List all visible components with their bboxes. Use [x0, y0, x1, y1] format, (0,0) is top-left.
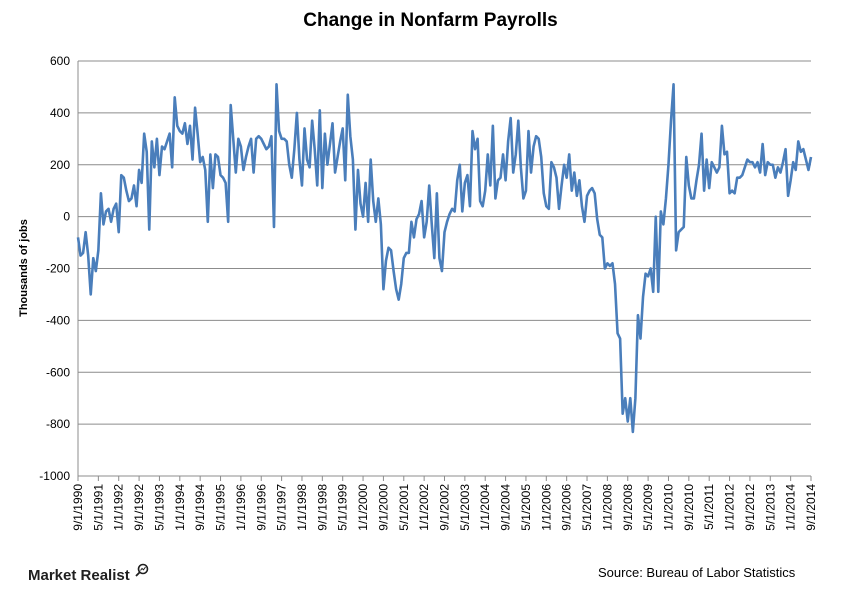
x-tick-label: 1/1/2010 — [661, 484, 675, 531]
x-tick-label: 1/1/2002 — [417, 484, 431, 531]
x-tick-label: 9/1/2014 — [804, 484, 818, 531]
x-tick-label: 9/1/1990 — [71, 484, 85, 531]
x-tick-label: 5/1/1997 — [275, 484, 289, 531]
y-tick-label: -400 — [46, 313, 70, 327]
x-tick-label: 5/1/2001 — [397, 484, 411, 531]
x-tick-label: 9/1/2004 — [499, 484, 513, 531]
y-tick-label: -800 — [46, 417, 70, 431]
x-tick-label: 5/1/2013 — [763, 484, 777, 531]
x-tick-label: 9/1/1992 — [132, 484, 146, 531]
y-tick-label: 200 — [50, 158, 70, 172]
chart-title: Change in Nonfarm Payrolls — [303, 10, 558, 31]
y-axis-title: Thousands of jobs — [18, 219, 30, 317]
x-tick-label: 9/1/1996 — [254, 484, 268, 531]
y-tick-label: -1000 — [39, 469, 70, 483]
grid-layer — [78, 60, 811, 477]
magnifier-chart-icon — [135, 563, 149, 577]
x-tick-label: 5/1/2003 — [458, 484, 472, 531]
series-layer — [76, 83, 813, 434]
x-tick-label: 9/1/2010 — [682, 484, 696, 531]
label-layer: Thousands of jobs — [18, 219, 30, 317]
x-tick-label: 5/1/2007 — [580, 484, 594, 531]
brand-logo: Market Realist — [28, 563, 151, 584]
x-tick-label: 5/1/1993 — [152, 484, 166, 531]
x-tick-label: 1/1/2012 — [723, 484, 737, 531]
x-tick-label: 1/1/1998 — [295, 484, 309, 531]
x-tick-label: 9/1/2000 — [376, 484, 390, 531]
x-tick-label: 1/1/2008 — [600, 484, 614, 531]
x-tick-label: 1/1/2000 — [356, 484, 370, 531]
x-tick-label: 5/1/2009 — [641, 484, 655, 531]
x-tick-label: 9/1/1998 — [315, 484, 329, 531]
x-tick-label: 5/1/2005 — [519, 484, 533, 531]
y-tick-label: 0 — [63, 210, 70, 224]
x-tick-label: 9/1/2008 — [621, 484, 635, 531]
x-tick-label: 1/1/1994 — [173, 484, 187, 531]
source-note: Source: Bureau of Labor Statistics — [598, 565, 796, 580]
y-tick-label: -600 — [46, 365, 70, 379]
x-tick-label: 5/1/2011 — [702, 484, 716, 530]
x-tick-label: 1/1/2004 — [478, 484, 492, 531]
x-tick-label: 1/1/2014 — [784, 484, 798, 531]
x-tick-label: 9/1/2002 — [438, 484, 452, 531]
x-tick-label: 9/1/2012 — [743, 484, 757, 531]
x-tick-label: 9/1/2006 — [560, 484, 574, 531]
x-tick-label: 1/1/1996 — [234, 484, 248, 531]
y-tick-label: 600 — [50, 54, 70, 68]
payrolls-series-line — [76, 83, 813, 434]
x-tick-label: 9/1/1994 — [193, 484, 207, 531]
x-tick-label: 5/1/1999 — [336, 484, 350, 531]
x-tick-label: 1/1/1992 — [112, 484, 126, 531]
x-tick-label: 1/1/2006 — [539, 484, 553, 531]
x-tick-label: 5/1/1995 — [214, 484, 228, 531]
y-tick-label: -200 — [46, 262, 70, 276]
brand-name: Market Realist — [28, 567, 130, 584]
y-tick-label: 400 — [50, 106, 70, 120]
x-tick-label: 5/1/1991 — [91, 484, 105, 531]
